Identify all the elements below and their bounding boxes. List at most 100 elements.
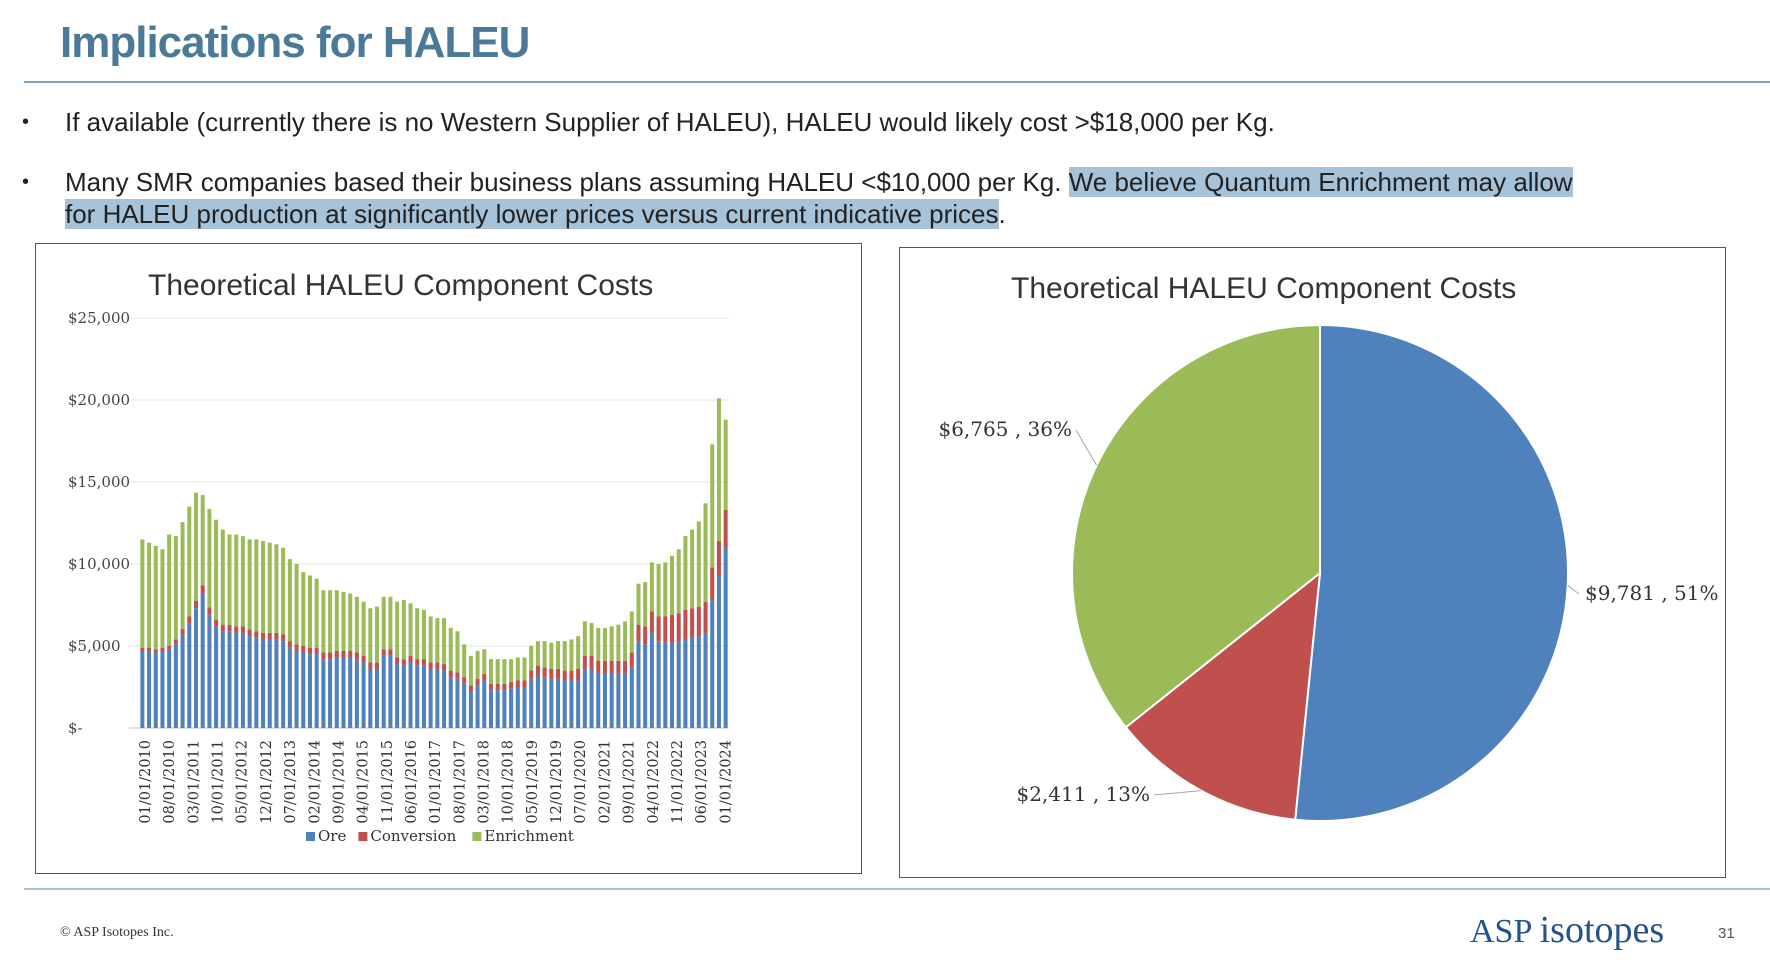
bar-segment-ore <box>442 670 447 728</box>
y-tick-label: $20,000 <box>68 391 130 409</box>
bar-segment-enrichment <box>287 559 292 642</box>
bar-segment-enrichment <box>375 606 380 663</box>
pie-leader-line <box>1153 790 1202 796</box>
bar-segment-ore <box>140 650 145 728</box>
bar-segment-enrichment <box>509 659 514 683</box>
bar-segment-enrichment <box>180 522 185 629</box>
bar-segment-ore <box>388 655 393 728</box>
legend-label-enrichment: Enrichment <box>484 827 573 845</box>
bar-segment-enrichment <box>307 575 312 648</box>
bar-segment-enrichment <box>623 621 628 661</box>
pie-data-label: $2,411 , 13% <box>1016 782 1150 806</box>
bar-segment-conversion <box>502 683 507 691</box>
x-tick-label: 10/01/2018 <box>501 740 517 824</box>
bar-segment-enrichment <box>690 529 695 609</box>
bar-segment-enrichment <box>696 521 701 607</box>
bar-segment-ore <box>649 632 654 728</box>
bar-segment-ore <box>576 680 581 728</box>
bar-segment-conversion <box>515 680 520 687</box>
bar-segment-ore <box>562 680 567 728</box>
bar-segment-ore <box>716 575 721 728</box>
bar-segment-enrichment <box>482 649 487 674</box>
copyright-text: © ASP Isotopes Inc. <box>60 925 174 940</box>
logo-asp: ASP <box>1470 913 1540 950</box>
bar-segment-ore <box>690 637 695 728</box>
bar-segment-enrichment <box>562 641 567 671</box>
bar-segment-ore <box>361 662 366 728</box>
bar-segment-enrichment <box>214 519 219 620</box>
bar-segment-ore <box>381 655 386 728</box>
bar-segment-enrichment <box>167 534 172 646</box>
bar-segment-ore <box>569 680 574 728</box>
bar-segment-enrichment <box>448 627 453 671</box>
bar-segment-ore <box>670 642 675 728</box>
x-tick-label: 08/01/2010 <box>162 740 178 824</box>
bar-segment-conversion <box>482 673 487 681</box>
bar-segment-enrichment <box>348 593 353 651</box>
bar-segment-conversion <box>455 672 460 679</box>
bar-segment-conversion <box>415 659 420 666</box>
bar-segment-ore <box>415 665 420 728</box>
bar-segment-conversion <box>147 647 152 651</box>
bar-segment-enrichment <box>488 659 493 684</box>
bar-segment-enrichment <box>442 618 447 665</box>
bar-segment-ore <box>334 657 339 728</box>
bar-segment-conversion <box>200 585 205 594</box>
bar-segment-enrichment <box>254 539 259 632</box>
bar-segment-enrichment <box>381 596 386 650</box>
bar-segment-ore <box>502 690 507 728</box>
bar-segment-enrichment <box>475 650 480 679</box>
x-tick-label: 08/01/2017 <box>452 740 468 824</box>
bar-segment-conversion <box>576 668 581 681</box>
bar-segment-enrichment <box>261 541 266 633</box>
x-tick-label: 01/01/2017 <box>428 740 444 824</box>
bar-segment-conversion <box>240 626 245 633</box>
bar-segment-conversion <box>716 541 721 576</box>
bar-segment-conversion <box>435 662 440 669</box>
bar-segment-enrichment <box>710 444 715 568</box>
x-tick-label: 05/01/2019 <box>525 740 541 824</box>
bar-segment-enrichment <box>361 601 366 656</box>
bar-segment-conversion <box>388 649 393 656</box>
bar-segment-conversion <box>602 660 607 674</box>
bar-segment-ore <box>696 636 701 728</box>
bar-segment-ore <box>287 647 292 728</box>
bar-segment-enrichment <box>227 534 232 625</box>
bar-segment-enrichment <box>468 655 473 686</box>
bar-segment-conversion <box>301 646 306 653</box>
bullet-dot-icon: • <box>22 171 30 193</box>
bar-segment-enrichment <box>716 398 721 542</box>
bar-segment-enrichment <box>267 542 272 633</box>
y-tick-label: $15,000 <box>68 473 130 491</box>
bar-segment-ore <box>509 688 514 728</box>
bar-segment-conversion <box>421 659 426 666</box>
bar-segment-conversion <box>649 611 654 633</box>
x-tick-label: 01/01/2010 <box>138 740 154 824</box>
bar-segment-ore <box>160 650 165 728</box>
bar-segment-ore <box>529 678 534 728</box>
bar-segment-conversion <box>596 660 601 674</box>
bar-segment-conversion <box>549 668 554 679</box>
bar-segment-conversion <box>261 632 266 640</box>
bar-segment-ore <box>401 665 406 728</box>
bullet-2-highlight-2: for HALEU production at significantly lo… <box>65 199 999 229</box>
bar-segment-conversion <box>187 616 192 624</box>
bar-segment-ore <box>207 614 212 728</box>
bar-segment-ore <box>468 691 473 728</box>
bar-segment-enrichment <box>643 582 648 627</box>
bar-segment-ore <box>582 668 587 728</box>
bar-segment-ore <box>147 650 152 728</box>
pie-chart-svg: $9,781 , 51% $2,411 , 13% $6,765 , 36% <box>938 323 1719 822</box>
bar-segment-conversion <box>623 660 628 674</box>
x-tick-label: 07/01/2020 <box>573 740 589 824</box>
bar-segment-conversion <box>173 639 178 645</box>
bar-segment-ore <box>321 659 326 728</box>
bar-segment-enrichment <box>140 539 145 648</box>
pie-chart-title: Theoretical HALEU Component Costs <box>1011 272 1517 305</box>
bar-segment-conversion <box>408 655 413 663</box>
bar-segment-ore <box>220 631 225 728</box>
bar-segment-enrichment <box>649 562 654 612</box>
bar-segment-ore <box>636 641 641 728</box>
pie-data-label: $6,765 , 36% <box>938 417 1072 441</box>
bar-segment-enrichment <box>415 608 420 660</box>
